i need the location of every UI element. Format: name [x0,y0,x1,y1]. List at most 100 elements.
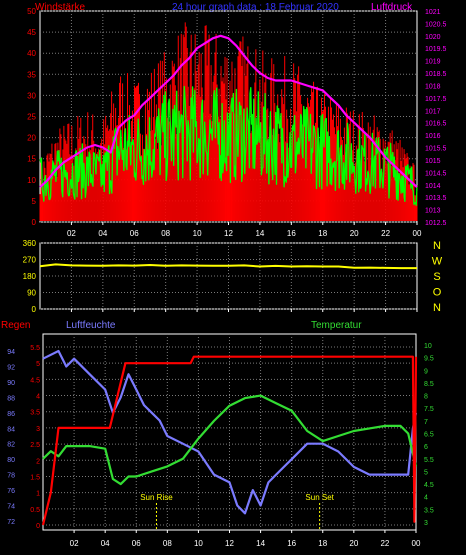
wind-direction-series [39,263,417,270]
rain-y-tick: 2 [36,458,40,465]
humidity-series [42,349,418,515]
humidity-y-tick: 80 [7,457,15,464]
x-tick-label: 02 [70,539,79,548]
wind-y-tick: 25 [27,113,36,122]
direction-y-tick: 180 [23,272,37,281]
rain-y-tick: 0 [36,523,40,530]
pressure-y-tick: 1013.5 [425,195,447,202]
humidity-y-tick: 90 [7,380,15,387]
humidity-y-tick: 76 [7,488,15,495]
temperature-y-tick: 6.5 [424,432,434,439]
pressure-y-tick: 1020.5 [425,21,447,28]
x-tick-label: 22 [381,229,390,238]
temperature-y-tick: 5.5 [424,457,434,464]
pressure-y-tick: 1013 [425,208,441,215]
pressure-y-tick: 1012.5 [425,220,447,227]
temperature-y-tick: 5 [424,469,428,476]
humidity-y-tick: 86 [7,411,15,418]
sun-marker-label: Sun Rise [140,493,173,502]
wind-average-series [39,85,418,207]
temperature-y-tick: 6 [424,444,428,451]
x-tick-label: 02 [67,229,76,238]
wind-y-tick: 30 [27,91,36,100]
humidity-y-tick: 84 [7,426,15,433]
wind-y-tick: 35 [27,70,36,79]
x-tick-label: 00 [412,539,421,548]
pressure-label: Luftdruck [371,2,413,13]
humidity-y-tick: 78 [7,473,15,480]
temperature-y-tick: 3.5 [424,507,434,514]
wind-y-tick: 50 [27,7,36,16]
direction-letter: O [433,287,442,299]
temperature-y-tick: 8.5 [424,381,434,388]
pressure-y-tick: 1017.5 [425,96,447,103]
humidity-y-tick: 92 [7,364,15,371]
rain-y-tick: 1 [36,491,40,498]
temperature-label: Temperatur [311,320,362,331]
rain-y-tick: 1.5 [30,474,40,481]
pressure-y-tick: 1015 [425,158,441,165]
rain-y-tick: 4 [36,394,40,401]
temperature-series [42,394,418,486]
direction-letter: S [433,271,440,283]
pressure-y-tick: 1019.5 [425,46,447,53]
pressure-y-tick: 1020 [425,34,441,41]
pressure-series [39,34,418,189]
humidity-y-tick: 94 [7,349,15,356]
humidity-y-tick: 74 [7,504,15,511]
rain-y-tick: 4.5 [30,377,40,384]
rain-label: Regen [1,320,31,331]
wind-y-tick: 45 [27,28,36,37]
temperature-y-tick: 9.5 [424,356,434,363]
direction-letter: N [433,240,441,252]
pressure-y-tick: 1017 [425,108,441,115]
x-tick-label: 20 [349,539,358,548]
x-tick-label: 14 [256,539,265,548]
x-tick-label: 12 [225,539,234,548]
x-tick-label: 16 [287,229,296,238]
temperature-y-tick: 8 [424,394,428,401]
direction-letter: W [432,256,443,268]
x-tick-label: 12 [224,229,233,238]
wind-y-tick: 20 [27,134,36,143]
direction-y-tick: 90 [27,289,36,298]
humidity-y-tick: 82 [7,442,15,449]
humidity-label: Luftfeuchte [66,320,116,331]
temperature-y-tick: 10 [424,343,432,350]
x-tick-label: 18 [318,539,327,548]
temperature-y-tick: 3 [424,520,428,527]
x-tick-label: 10 [193,229,202,238]
rain-y-tick: 3 [36,426,40,433]
rain-y-tick: 5 [36,361,40,368]
x-tick-label: 20 [350,229,359,238]
pressure-y-tick: 1019 [425,59,441,66]
temperature-y-tick: 7 [424,419,428,426]
pressure-y-tick: 1015.5 [425,146,447,153]
temperature-y-tick: 9 [424,368,428,375]
direction-y-tick: 270 [23,256,37,265]
x-tick-label: 08 [163,539,172,548]
wind-gust-series [39,22,418,221]
x-tick-label: 10 [194,539,203,548]
direction-y-tick: 0 [32,305,37,314]
temperature-y-tick: 4 [424,495,428,502]
rain-y-tick: 2.5 [30,442,40,449]
wind-y-tick: 5 [32,197,37,206]
direction-y-tick: 360 [23,239,37,248]
rain-y-tick: 0.5 [30,507,40,514]
wind-y-tick: 15 [27,155,36,164]
rain-y-tick: 5.5 [30,345,40,352]
sun-marker-label: Sun Set [305,493,334,502]
x-tick-label: 18 [318,229,327,238]
humidity-y-tick: 72 [7,519,15,526]
x-tick-label: 00 [413,229,422,238]
pressure-y-tick: 1018.5 [425,71,447,78]
wind-y-tick: 40 [27,49,36,58]
x-tick-label: 06 [132,539,141,548]
temperature-y-tick: 7.5 [424,406,434,413]
pressure-y-tick: 1016.5 [425,121,447,128]
temperature-y-tick: 4.5 [424,482,434,489]
x-tick-label: 06 [130,229,139,238]
pressure-y-tick: 1016 [425,133,441,140]
x-tick-label: 04 [98,229,107,238]
